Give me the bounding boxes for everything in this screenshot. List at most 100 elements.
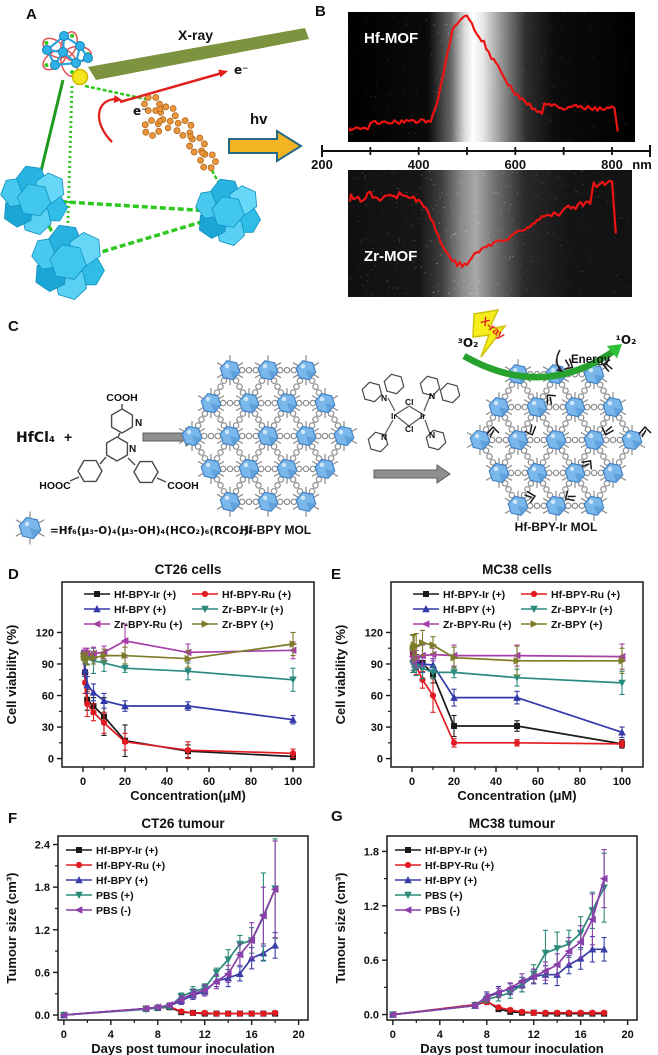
svg-text:Hf-BPY (+): Hf-BPY (+) — [425, 875, 477, 887]
svg-text:400: 400 — [408, 157, 430, 172]
svg-text:90: 90 — [371, 659, 383, 671]
svg-text:0: 0 — [390, 1029, 396, 1041]
svg-text:Hf-BPY-Ir (+): Hf-BPY-Ir (+) — [96, 845, 158, 857]
svg-text:2.4: 2.4 — [35, 840, 51, 852]
svg-text:+: + — [64, 429, 72, 445]
svg-text:1.2: 1.2 — [364, 901, 379, 913]
svg-text:X-ray: X-ray — [178, 27, 213, 43]
svg-text:Ir: Ir — [420, 411, 426, 421]
svg-text:Days post tumour inoculation: Days post tumour inoculation — [91, 1041, 275, 1055]
svg-text:20: 20 — [621, 1029, 633, 1041]
svg-text:Hf-BPY-Ir (+): Hf-BPY-Ir (+) — [425, 845, 487, 857]
svg-text:1.2: 1.2 — [35, 925, 50, 937]
svg-text:40: 40 — [161, 776, 173, 788]
svg-text:Cell viability (%): Cell viability (%) — [4, 625, 19, 725]
svg-text:Zr-BPY-Ir (+): Zr-BPY-Ir (+) — [222, 604, 284, 616]
svg-text:16: 16 — [246, 1029, 258, 1041]
svg-text:8: 8 — [155, 1029, 161, 1041]
svg-text:120: 120 — [36, 627, 54, 639]
svg-text:Hf-BPY-Ir MOL: Hf-BPY-Ir MOL — [515, 520, 598, 534]
svg-text:N: N — [429, 391, 435, 401]
panel-g-label: G — [331, 808, 343, 825]
svg-text:COOH: COOH — [167, 480, 199, 492]
svg-text:0.0: 0.0 — [35, 1010, 50, 1022]
svg-text:COOH: COOH — [106, 392, 138, 404]
svg-text:12: 12 — [199, 1029, 211, 1041]
svg-text:30: 30 — [42, 722, 54, 734]
svg-text:PBS (-): PBS (-) — [425, 905, 460, 917]
svg-text:60: 60 — [371, 691, 383, 703]
svg-text:4: 4 — [108, 1029, 115, 1041]
svg-text:0.6: 0.6 — [364, 955, 379, 967]
panel-e-label: E — [331, 566, 342, 583]
svg-text:³O₂: ³O₂ — [458, 336, 479, 350]
svg-text:60: 60 — [42, 691, 54, 703]
svg-text:Hf-BPY (+): Hf-BPY (+) — [96, 875, 148, 887]
svg-text:Concentration(μM): Concentration(μM) — [130, 788, 246, 803]
svg-text:Cl: Cl — [405, 424, 414, 434]
svg-text:1.8: 1.8 — [35, 882, 50, 894]
svg-text:nm: nm — [632, 157, 652, 172]
svg-text:N: N — [429, 430, 435, 440]
svg-text:hv: hv — [250, 111, 268, 128]
svg-text:100: 100 — [284, 776, 302, 788]
panel-b-radioluminescence-spectra: 200 400 600 800 nm — [311, 12, 652, 297]
svg-text:Zr-BPY-Ru (+): Zr-BPY-Ru (+) — [443, 619, 512, 631]
svg-text:Cl: Cl — [405, 397, 414, 407]
svg-text:¹O₂: ¹O₂ — [616, 333, 637, 347]
svg-text:90: 90 — [42, 659, 54, 671]
panel-a-mof-structure-illustration: X-ray e⁻ e⁻ hv — [0, 27, 309, 300]
chart-mc38-tumour-growth: 0 4 8 12 16 20 0.0 0.6 1.2 1.8 MC38 tumour Days pos… — [333, 816, 638, 1055]
svg-text:PBS (+): PBS (+) — [96, 890, 134, 902]
svg-text:Hf-BPY (+): Hf-BPY (+) — [443, 604, 495, 616]
chart-ct26-cell-viability: 0 20 40 60 80 100 0 30 60 90 120 CT26 cells Concentr… — [4, 562, 315, 803]
svg-text:0.6: 0.6 — [35, 967, 50, 979]
svg-text:8: 8 — [484, 1029, 490, 1041]
svg-text:20: 20 — [448, 776, 460, 788]
svg-text:Energy: Energy — [571, 354, 611, 366]
svg-text:Concentration (μM): Concentration (μM) — [457, 788, 576, 803]
svg-text:0: 0 — [377, 754, 383, 766]
panel-d-label: D — [8, 566, 19, 583]
svg-text:80: 80 — [245, 776, 257, 788]
svg-text:Hf-BPY-Ru (+): Hf-BPY-Ru (+) — [425, 860, 494, 872]
svg-text:HfCl₄: HfCl₄ — [16, 430, 55, 446]
svg-text:CT26 cells: CT26 cells — [155, 562, 222, 577]
svg-text:Ir: Ir — [391, 411, 397, 421]
svg-text:N: N — [381, 393, 387, 403]
chart-ct26-tumour-growth: 0 4 8 12 16 20 0.0 0.6 1.2 1.8 2.4 CT26 tumour Days … — [4, 816, 309, 1055]
svg-text:MC38 tumour: MC38 tumour — [469, 816, 556, 831]
panel-a-label: A — [26, 6, 37, 23]
svg-text:100: 100 — [613, 776, 631, 788]
svg-text:800: 800 — [601, 157, 623, 172]
svg-text:MC38 cells: MC38 cells — [482, 562, 552, 577]
svg-text:200: 200 — [311, 157, 333, 172]
svg-text:e⁻: e⁻ — [133, 104, 147, 118]
svg-text:80: 80 — [574, 776, 586, 788]
svg-text:Days post tumour inoculation: Days post tumour inoculation — [420, 1041, 604, 1055]
svg-text:N: N — [381, 432, 387, 442]
panel-b-label: B — [315, 3, 326, 20]
svg-text:0: 0 — [409, 776, 415, 788]
svg-text:0: 0 — [80, 776, 86, 788]
svg-text:20: 20 — [119, 776, 131, 788]
svg-text:Cell viability (%): Cell viability (%) — [333, 625, 348, 725]
svg-text:1.8: 1.8 — [364, 846, 379, 858]
svg-text:20: 20 — [292, 1029, 304, 1041]
svg-text:N: N — [135, 418, 142, 429]
svg-text:Zr-BPY (+): Zr-BPY (+) — [222, 619, 273, 631]
svg-text:60: 60 — [203, 776, 215, 788]
svg-text:Tumour size (cm³): Tumour size (cm³) — [4, 873, 19, 984]
svg-text:PBS (-): PBS (-) — [96, 905, 131, 917]
svg-text:600: 600 — [504, 157, 526, 172]
svg-text:Zr-BPY-Ir (+): Zr-BPY-Ir (+) — [551, 604, 613, 616]
svg-text:Zr-BPY-Ru (+): Zr-BPY-Ru (+) — [114, 619, 183, 631]
svg-text:0: 0 — [48, 754, 54, 766]
svg-text:30: 30 — [371, 722, 383, 734]
svg-text:0: 0 — [61, 1029, 67, 1041]
chart-mc38-cell-viability: 0 20 40 60 80 100 0 30 60 90 120 MC38 cells Concentr… — [333, 562, 644, 803]
svg-text:=Hf₆(μ₃-O)₄(μ₃-OH)₄(HCO₂)₆(RCO: =Hf₆(μ₃-O)₄(μ₃-OH)₄(HCO₂)₆(RCO₂)₆ — [50, 525, 253, 537]
svg-text:Tumour size (cm³): Tumour size (cm³) — [333, 873, 348, 984]
svg-text:e⁻: e⁻ — [234, 63, 248, 77]
